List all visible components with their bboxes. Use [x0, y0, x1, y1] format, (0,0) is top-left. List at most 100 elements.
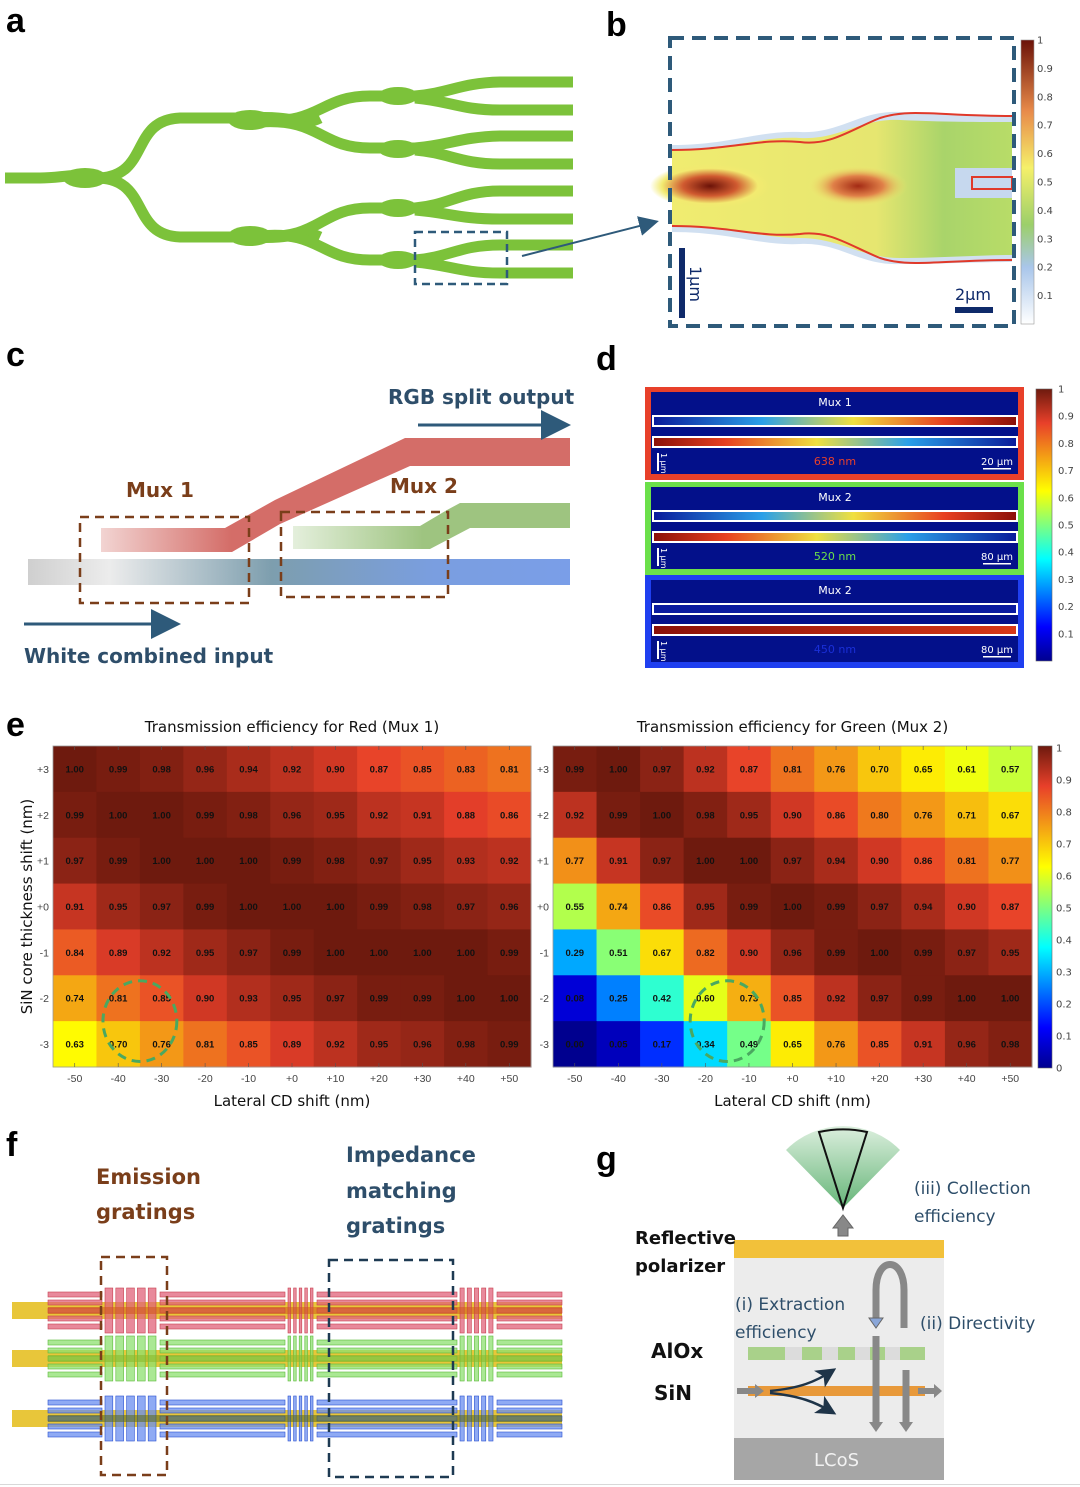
heatmap-cell-label: 0.97 — [870, 994, 889, 1005]
mux-field-maps: Mux 1 1 μm 638 nm 20 μm Mux 2 1 μm 520 nm 80 μm… — [645, 387, 1024, 668]
heatmap-cell-label: 0.77 — [1001, 856, 1020, 867]
grating-rail — [159, 1315, 286, 1322]
colorbar-tick-label: 0.9 — [1037, 64, 1053, 75]
wavelength-label: 450 nm — [814, 643, 856, 656]
heatmap-cell — [270, 883, 315, 930]
mux-diagram — [24, 410, 571, 639]
heatmap-cell-label: 0.95 — [1001, 948, 1020, 959]
x-tick-label: +0 — [787, 1073, 799, 1085]
grating-rail — [47, 1431, 103, 1438]
unit-scalebar — [657, 641, 659, 659]
grating-rail — [47, 1399, 103, 1406]
sin-label: SiN — [654, 1381, 692, 1405]
heatmap-cell-label: 1.00 — [326, 902, 345, 913]
heatmap-cell-label: 0.97 — [152, 902, 171, 913]
grating-rail — [496, 1399, 563, 1406]
heatmap-cell-label: 1.00 — [1001, 994, 1020, 1005]
heatmap-cell — [988, 1021, 1033, 1068]
heatmap-cell — [683, 883, 728, 930]
heatmap-cell — [444, 975, 489, 1022]
heatmap-cell-label: 0.74 — [609, 902, 628, 913]
heatmap-cell-label: 1.00 — [283, 902, 302, 913]
heatmap-cell-label: 0.97 — [957, 948, 976, 959]
heatmap-cell-label: 0.86 — [827, 810, 846, 821]
heatmap-cell-label: 0.05 — [609, 1040, 628, 1051]
heatmap-cell-label: 0.90 — [957, 902, 976, 913]
vertical-scalebar — [679, 248, 685, 318]
heatmap-cell — [400, 975, 445, 1022]
output-arrow-sin — [918, 1384, 942, 1398]
grating-row — [12, 1395, 563, 1442]
heatmap-cell — [727, 929, 772, 976]
heatmap-cell-label: 0.85 — [152, 994, 171, 1005]
grating-rail — [47, 1299, 103, 1306]
heatmap-cell — [400, 883, 445, 930]
heatmap-cell — [596, 883, 641, 930]
heatmap-cell — [270, 746, 315, 793]
heatmap-cell — [857, 975, 902, 1022]
heatmap-cell — [683, 791, 728, 839]
heatmap-cell — [139, 837, 184, 885]
heatmap-xlabel: Lateral CD shift (nm) — [714, 1092, 871, 1110]
heatmap-cell — [857, 746, 902, 793]
heatmap-cell — [770, 746, 815, 793]
heatmap-cell — [553, 791, 598, 839]
heatmap-cell-label: 1.00 — [696, 856, 715, 867]
impedance-box — [327, 1258, 455, 1479]
y-tick-label: -2 — [540, 993, 549, 1005]
heatmap-cell — [139, 975, 184, 1022]
heatmap-cell — [444, 837, 489, 885]
heatmap-cell — [901, 929, 946, 976]
highlight-circle — [688, 979, 766, 1063]
mux2-box — [279, 510, 450, 599]
mux-map-field — [651, 392, 1018, 474]
heatmap-cell — [857, 929, 902, 976]
reflection-loop — [872, 1261, 908, 1328]
heatmap-cell-label: 1.00 — [783, 902, 802, 913]
heatmap-cell-label: 0.99 — [109, 856, 128, 867]
waveguide-bottom — [652, 624, 1018, 636]
alox-grating — [748, 1347, 925, 1360]
emission-box — [99, 1255, 169, 1477]
grating-rail — [316, 1431, 458, 1438]
grating-rail — [496, 1363, 563, 1370]
heatmap-cell-label: 0.97 — [65, 856, 84, 867]
heatmap-cell — [596, 929, 641, 976]
heatmap-cell — [596, 1021, 641, 1068]
heatmap-cell — [727, 837, 772, 885]
x-tick-label: +40 — [958, 1073, 976, 1085]
y-tick-label: +0 — [537, 902, 549, 914]
heatmap-cell-label: 0.95 — [109, 902, 128, 913]
heatmap-cell — [727, 791, 772, 839]
heatmap-cell-label: 1.00 — [370, 948, 389, 959]
y-tick-label: +3 — [537, 764, 549, 776]
heatmap-cell-label: 0.57 — [1001, 764, 1020, 775]
heatmap-cell — [53, 975, 97, 1022]
heatmap-cell-label: 0.90 — [740, 948, 759, 959]
heatmap-cell — [183, 929, 228, 976]
colorbar-tick-label: 0.7 — [1058, 466, 1074, 477]
grating-rail — [159, 1363, 286, 1370]
heatmap-cell-label: 0.93 — [239, 994, 258, 1005]
heatmap-cell-label: 0.96 — [196, 764, 215, 775]
heatmap-cell-label: 0.60 — [696, 994, 715, 1005]
heatmap-cell-label: 0.71 — [957, 810, 976, 821]
x-tick-label: +10 — [827, 1073, 845, 1085]
colorbar-d-ticks: 1 0.9 0.8 0.7 0.6 0.5 0.4 0.3 0.2 0.1 — [1058, 385, 1074, 641]
heatmap-cell — [640, 975, 685, 1022]
panel-letter-b: b — [606, 6, 627, 44]
heatmap-cell — [444, 1021, 489, 1068]
heatmap-cell — [814, 1021, 859, 1068]
green-coupler — [293, 526, 423, 549]
heatmap-cell-label: 1.00 — [326, 948, 345, 959]
colorbar-tick-label: 0.5 — [1056, 904, 1072, 915]
colorbar-e-ticks: 1 0.9 0.8 0.7 0.6 0.5 0.4 0.3 0.2 0.1 0 — [1056, 744, 1072, 1075]
heatmap-cell — [770, 791, 815, 839]
waveguide-top — [652, 603, 1018, 615]
heatmap-cell — [53, 791, 97, 839]
heatmap-cell-label: 0.87 — [1001, 902, 1020, 913]
grating-rail — [316, 1363, 458, 1370]
heatmap-cell — [814, 929, 859, 976]
length-scalebar — [983, 468, 1011, 470]
heatmap-cell — [944, 883, 989, 930]
